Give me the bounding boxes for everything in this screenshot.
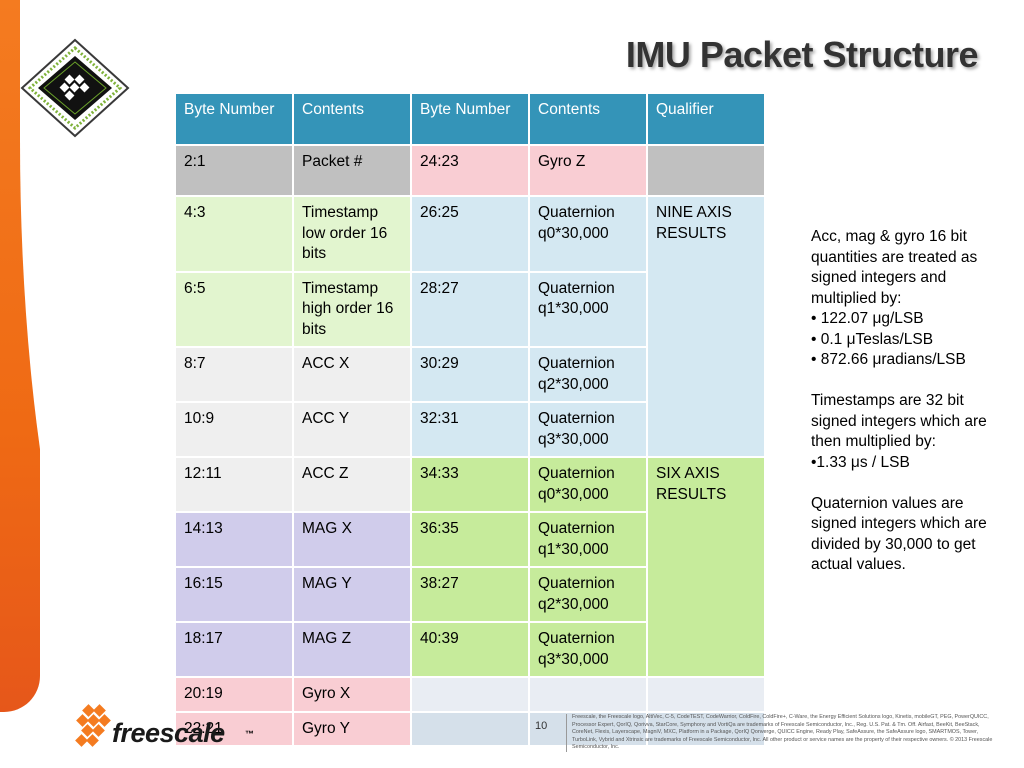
table-cell: 8:7 bbox=[174, 346, 294, 403]
header-contents-2: Contents bbox=[528, 92, 648, 146]
table-cell: 34:33 bbox=[410, 456, 530, 513]
table-cell: 6:5 bbox=[174, 270, 294, 348]
table-cell: Packet # bbox=[292, 144, 412, 197]
page-number: 10 bbox=[535, 720, 548, 732]
table-cell: Gyro Z bbox=[528, 144, 648, 197]
table-cell bbox=[528, 676, 648, 713]
table-cell: 30:29 bbox=[410, 346, 530, 403]
table-cell bbox=[410, 710, 530, 747]
notes-bullet-list: • 122.07 μg/LSB • 0.1 μTeslas/LSB • 872.… bbox=[811, 309, 1001, 371]
table-cell: Quaternion q1*30,000 bbox=[528, 270, 648, 348]
table-row: 4:3 Timestamp low order 16 bits 26:25 Qu… bbox=[174, 195, 766, 458]
table-row: 22:21 Gyro Y bbox=[174, 710, 766, 747]
qualifier-nine-axis: NINE AXIS RESULTS bbox=[646, 195, 766, 458]
table-cell: 12:11 bbox=[174, 456, 294, 513]
table-cell: ACC Z bbox=[292, 456, 412, 513]
qualifier-six-axis: SIX AXIS RESULTS bbox=[646, 456, 766, 678]
freescale-wordmark: freescale bbox=[112, 718, 225, 748]
freescale-logo-icon bbox=[75, 704, 111, 747]
table-cell: Gyro Y bbox=[292, 710, 412, 747]
table-row: 14:13 MAG X 36:35 Quaternion q1*30,000 bbox=[174, 511, 765, 568]
table-cell: 4:3 bbox=[174, 195, 294, 273]
notes-paragraph-scaling: Acc, mag & gyro 16 bit quantities are tr… bbox=[811, 228, 978, 307]
table-cell: 20:19 bbox=[174, 676, 294, 713]
table-cell: 26:25 bbox=[410, 195, 530, 273]
table-cell bbox=[646, 710, 766, 747]
table-cell: Quaternion q2*30,000 bbox=[528, 346, 648, 403]
table-cell: 22:21 bbox=[174, 710, 294, 747]
table-cell: MAG Y bbox=[292, 566, 412, 623]
header-byte-number-1: Byte Number bbox=[174, 92, 294, 146]
list-item: • 872.66 μradians/LSB bbox=[811, 351, 966, 368]
header-byte-number-2: Byte Number bbox=[410, 92, 530, 146]
header-contents-1: Contents bbox=[292, 92, 412, 146]
table-cell: ACC X bbox=[292, 346, 412, 403]
packet-structure-table: Byte Number Contents Byte Number Content… bbox=[174, 92, 766, 747]
table-row: 10:9 ACC Y 32:31 Quaternion q3*30,000 bbox=[174, 401, 765, 458]
table-cell: Timestamp high order 16 bits bbox=[292, 270, 412, 348]
table-cell: 14:13 bbox=[174, 511, 294, 568]
table-cell: 2:1 bbox=[174, 144, 294, 197]
notes-paragraph-timestamps: Timestamps are 32 bit signed integers wh… bbox=[811, 392, 987, 450]
table-cell: 38:27 bbox=[410, 566, 530, 623]
table-row: 6:5 Timestamp high order 16 bits 28:27 Q… bbox=[174, 270, 765, 348]
table-row: 16:15 MAG Y 38:27 Quaternion q2*30,000 bbox=[174, 566, 765, 623]
table-row: 20:19 Gyro X bbox=[174, 676, 766, 713]
list-item: • 0.1 μTeslas/LSB bbox=[811, 330, 934, 348]
table-row: 12:11 ACC Z 34:33 Quaternion q0*30,000 S… bbox=[174, 456, 766, 678]
notes-panel: Acc, mag & gyro 16 bit quantities are tr… bbox=[811, 227, 1001, 576]
table-cell bbox=[528, 710, 648, 747]
table-cell bbox=[646, 676, 766, 713]
header-qualifier: Qualifier bbox=[646, 92, 766, 146]
chip-emblem-icon bbox=[20, 38, 130, 138]
table-cell: Timestamp low order 16 bits bbox=[292, 195, 412, 273]
table-cell: 16:15 bbox=[174, 566, 294, 623]
table-cell: 18:17 bbox=[174, 621, 294, 678]
table-row: 2:1 Packet # 24:23 Gyro Z bbox=[174, 144, 766, 197]
table-cell: 24:23 bbox=[410, 144, 530, 197]
slide-title: IMU Packet Structure bbox=[625, 34, 979, 75]
table-header-row: Byte Number Contents Byte Number Content… bbox=[174, 92, 766, 146]
table-cell: Quaternion q0*30,000 bbox=[528, 195, 648, 273]
table-cell: MAG X bbox=[292, 511, 412, 568]
table-cell: Quaternion q2*30,000 bbox=[528, 566, 648, 623]
table-cell: Quaternion q3*30,000 bbox=[528, 401, 648, 458]
legal-notice: Freescale, the Freescale logo, AltiVec, … bbox=[572, 714, 993, 751]
table-cell: 10:9 bbox=[174, 401, 294, 458]
notes-paragraph-quaternion: Quaternion values are signed integers wh… bbox=[811, 494, 987, 574]
table-cell bbox=[410, 676, 530, 713]
trademark-symbol: ™ bbox=[245, 729, 254, 739]
table-cell: ACC Y bbox=[292, 401, 412, 458]
table-row: 18:17 MAG Z 40:39 Quaternion q3*30,000 bbox=[174, 621, 765, 678]
table-cell: 40:39 bbox=[410, 621, 530, 678]
table-cell: 28:27 bbox=[410, 270, 530, 348]
table-cell: Quaternion q1*30,000 bbox=[528, 511, 648, 568]
table-cell bbox=[646, 144, 766, 197]
table-cell: 36:35 bbox=[410, 511, 530, 568]
notes-timestamp-bullet: •1.33 μs / LSB bbox=[811, 453, 910, 471]
table-row: 8:7 ACC X 30:29 Quaternion q2*30,000 bbox=[174, 346, 765, 403]
table-cell: MAG Z bbox=[292, 621, 412, 678]
footer-divider bbox=[566, 714, 567, 752]
table-cell: Quaternion q3*30,000 bbox=[528, 621, 648, 678]
table-cell: 32:31 bbox=[410, 401, 530, 458]
table-cell: Quaternion q0*30,000 bbox=[528, 456, 648, 513]
list-item: • 122.07 μg/LSB bbox=[811, 310, 924, 327]
table-cell: Gyro X bbox=[292, 676, 412, 713]
